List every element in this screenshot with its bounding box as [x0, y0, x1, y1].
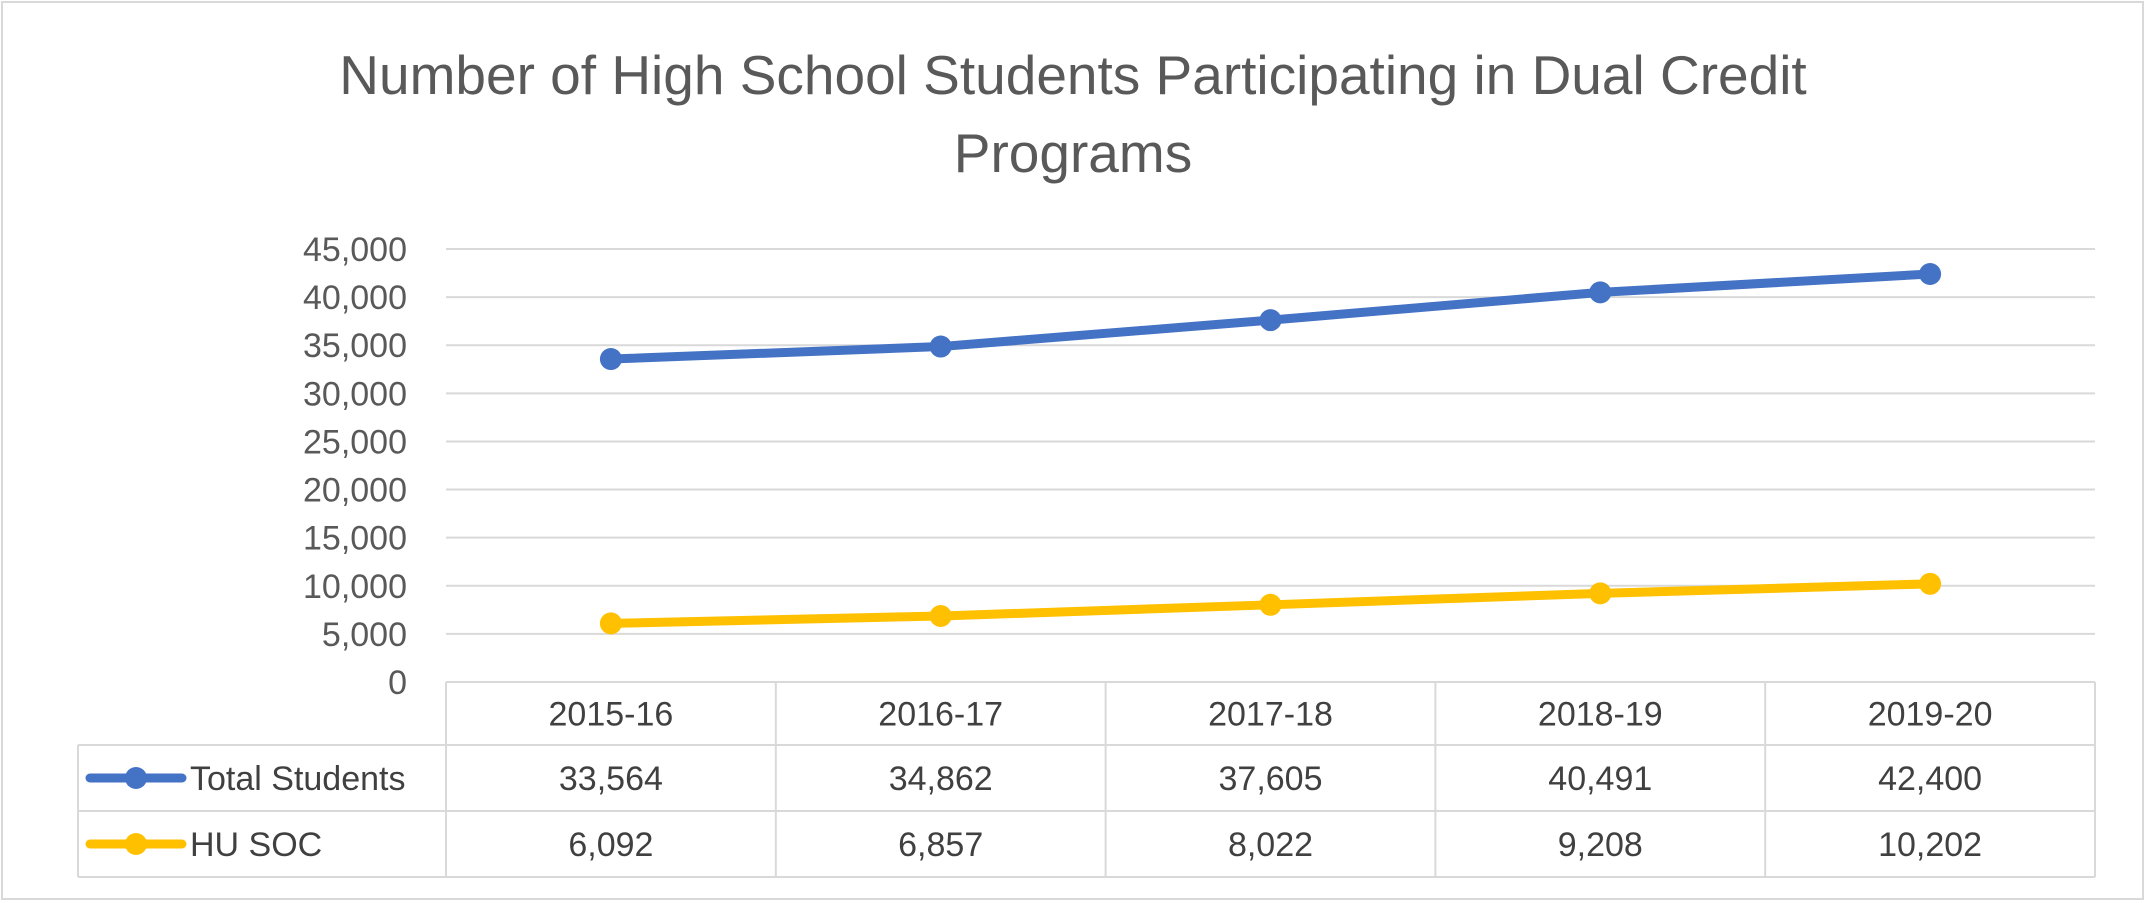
gridlines: [446, 248, 2095, 635]
legend-label-1: HU SOC: [190, 826, 322, 864]
chart-title: Number of High School Students Participa…: [339, 44, 1806, 184]
y-axis-tick-labels: 0 5,000 10,000 15,000 20,000 25,000 30,000 35,0…: [303, 231, 407, 702]
data-point-1-0: [599, 612, 622, 635]
x-tick-label-2015-16: 2015-16: [549, 696, 674, 734]
chart-title-line-1: Number of High School Students Participa…: [339, 44, 1806, 106]
y-tick-label-5000: 5,000: [322, 616, 407, 654]
y-tick-label-10000: 10,000: [303, 568, 407, 606]
y-tick-label-0: 0: [388, 664, 407, 702]
y-tick-label-15000: 15,000: [303, 520, 407, 558]
data-label-1-3: 9,208: [1558, 826, 1643, 864]
x-tick-label-2019-20: 2019-20: [1868, 696, 1993, 734]
data-point-1-4: [1919, 572, 1942, 595]
y-tick-label-40000: 40,000: [303, 279, 407, 317]
y-tick-label-20000: 20,000: [303, 472, 407, 510]
y-tick-label-45000: 45,000: [303, 231, 407, 269]
data-point-1-1: [929, 605, 952, 628]
data-point-0-4: [1919, 263, 1942, 286]
y-tick-label-30000: 30,000: [303, 375, 407, 413]
y-tick-label-35000: 35,000: [303, 327, 407, 365]
chart-title-line-2: Programs: [954, 122, 1192, 184]
data-label-1-4: 10,202: [1878, 826, 1982, 864]
y-tick-label-25000: 25,000: [303, 423, 407, 461]
x-tick-label-2016-17: 2016-17: [878, 696, 1003, 734]
legend-key-marker-1: [125, 833, 147, 855]
data-label-1-1: 6,857: [898, 826, 983, 864]
series-points: [599, 263, 1942, 635]
data-label-0-1: 34,862: [889, 760, 993, 798]
data-label-1-2: 8,022: [1228, 826, 1313, 864]
data-point-1-3: [1589, 582, 1612, 605]
legend-key-marker-0: [125, 767, 147, 789]
data-point-0-1: [929, 335, 952, 358]
data-label-0-3: 40,491: [1548, 760, 1652, 798]
data-table: 2015-16 2016-17 2017-18 2018-19 2019-20 Total…: [77, 681, 2096, 878]
data-label-1-0: 6,092: [568, 826, 653, 864]
x-tick-label-2017-18: 2017-18: [1208, 696, 1333, 734]
data-label-0-0: 33,564: [559, 760, 663, 798]
data-point-0-3: [1589, 281, 1612, 304]
x-tick-label-2018-19: 2018-19: [1538, 696, 1663, 734]
data-label-0-4: 42,400: [1878, 760, 1982, 798]
legend-label-0: Total Students: [190, 760, 405, 798]
data-point-0-2: [1259, 309, 1282, 332]
data-point-1-2: [1259, 593, 1282, 616]
data-label-0-2: 37,605: [1219, 760, 1323, 798]
data-point-0-0: [599, 348, 622, 371]
